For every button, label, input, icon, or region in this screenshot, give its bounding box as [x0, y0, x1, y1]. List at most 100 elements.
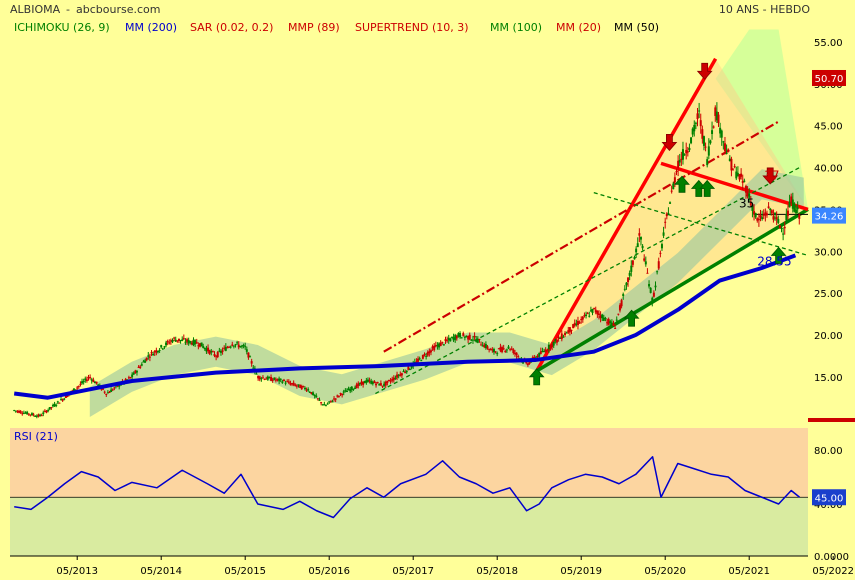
candle-body — [279, 378, 282, 380]
candle-body — [717, 114, 720, 123]
candle-body — [186, 339, 189, 342]
candle-body — [580, 319, 583, 321]
candle-body — [622, 294, 625, 297]
candle-body — [308, 391, 311, 393]
candle-body — [224, 346, 227, 351]
buy-signal-arrow — [770, 246, 787, 264]
candle-body — [780, 227, 783, 229]
indicator-legend-item: SUPERTREND (10, 3) — [355, 21, 469, 34]
candle-body — [617, 313, 620, 315]
candle-body — [434, 345, 437, 347]
candle-body — [725, 152, 728, 154]
candle-body — [602, 317, 605, 321]
candle-body — [105, 393, 108, 396]
candle-body — [749, 201, 752, 206]
candle-body — [489, 348, 492, 351]
candle-body — [61, 399, 64, 401]
candle-body — [735, 171, 738, 179]
candle-body — [633, 256, 636, 260]
candle-body — [213, 354, 216, 356]
candle-body — [328, 401, 331, 403]
candle-body — [625, 282, 628, 286]
candle-body — [575, 323, 578, 325]
candle-body — [762, 214, 765, 216]
candle-body — [510, 348, 513, 350]
x-tick-label: 05/2017 — [392, 566, 434, 577]
candle-body — [379, 383, 382, 386]
last-price-tag: 34.26 — [812, 207, 846, 224]
candle-body — [324, 405, 327, 407]
candle-body — [303, 387, 306, 390]
candle-body — [539, 351, 542, 354]
candle-body — [465, 335, 468, 337]
candle-body — [19, 411, 22, 413]
candle-body — [26, 411, 29, 415]
candle-body — [777, 219, 780, 223]
candle-body — [597, 313, 600, 315]
candle-body — [457, 333, 460, 337]
candle-body — [295, 385, 298, 387]
candle-body — [77, 385, 80, 387]
candle-body — [291, 383, 294, 385]
candle-body — [229, 346, 232, 348]
candle-body — [509, 348, 512, 350]
candle-body — [53, 404, 56, 407]
candle-body — [192, 339, 195, 346]
candle-body — [60, 399, 63, 401]
candle-body — [127, 377, 130, 379]
candle-body — [696, 113, 699, 120]
candle-body — [507, 346, 510, 349]
candle-body — [350, 386, 353, 390]
candle-body — [381, 385, 384, 387]
candle-body — [13, 410, 16, 412]
candle-body — [108, 391, 111, 393]
chart-symbol: ALBIOMA — [10, 3, 61, 16]
candle-body — [297, 384, 300, 386]
candle-body — [701, 129, 704, 139]
candle-body — [47, 410, 50, 412]
candle-body — [200, 342, 203, 347]
candle-body — [691, 128, 694, 135]
projection-triangle — [536, 58, 808, 371]
candle-body — [544, 349, 547, 353]
candle-body — [181, 339, 184, 341]
sell-signal-arrow — [661, 134, 678, 152]
candle-body — [709, 140, 712, 144]
candle-body — [176, 340, 179, 342]
candle-body — [596, 310, 599, 315]
candle-body — [263, 378, 266, 380]
candle-body — [92, 379, 95, 382]
candle-body — [318, 399, 321, 401]
candle-body — [481, 345, 484, 347]
x-tick-label: 05/2013 — [56, 566, 98, 577]
candle-body — [769, 208, 772, 211]
candle-body — [601, 314, 604, 319]
candle-body — [614, 327, 617, 329]
candles — [13, 102, 801, 419]
candle-body — [791, 199, 794, 209]
candle-body — [738, 174, 741, 180]
x-tick-label: 05/2014 — [140, 566, 182, 577]
last-price-tag-bg — [812, 207, 846, 224]
candle-body — [347, 388, 350, 391]
candle-body — [394, 377, 397, 380]
candle-body — [173, 337, 176, 339]
candle-body — [630, 265, 633, 272]
candle-body — [423, 354, 426, 356]
candle-body — [759, 215, 762, 218]
candle-body — [581, 316, 584, 320]
candle-body — [646, 272, 649, 274]
candle-body — [66, 394, 69, 397]
candle-body — [631, 260, 634, 265]
candle-body — [693, 124, 696, 132]
candle-body — [471, 339, 474, 341]
rsi-y-tick-label: 80.00 — [814, 446, 843, 457]
candle-body — [798, 214, 801, 219]
candle-body — [673, 177, 676, 183]
candle-body — [618, 305, 621, 311]
candle-body — [677, 160, 680, 168]
candle-body — [688, 147, 691, 151]
candle-body — [428, 351, 431, 354]
candle-body — [664, 221, 667, 223]
candle-body — [195, 342, 198, 344]
